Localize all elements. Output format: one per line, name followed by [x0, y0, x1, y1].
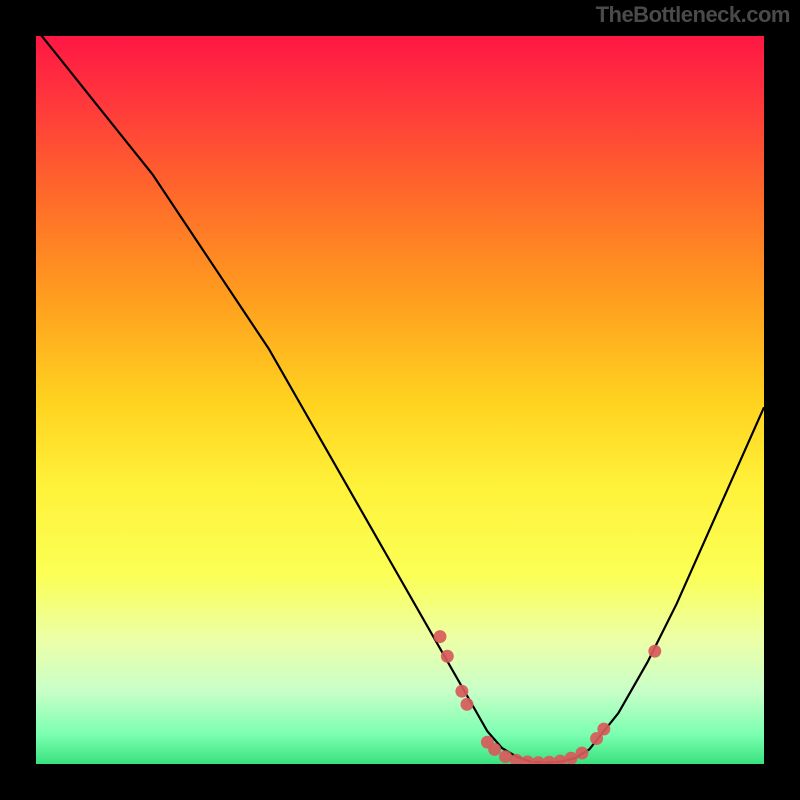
data-marker: [543, 756, 556, 764]
data-marker: [441, 650, 454, 663]
data-marker: [434, 630, 447, 643]
watermark-text: TheBottleneck.com: [596, 2, 790, 28]
data-marker: [576, 747, 589, 760]
data-marker: [597, 723, 610, 736]
data-marker: [488, 743, 501, 756]
chart-overlay: [36, 36, 764, 764]
data-marker: [648, 645, 661, 658]
chart-frame: [34, 34, 766, 766]
data-marker: [455, 685, 468, 698]
data-marker: [461, 698, 474, 711]
data-marker: [554, 755, 567, 764]
